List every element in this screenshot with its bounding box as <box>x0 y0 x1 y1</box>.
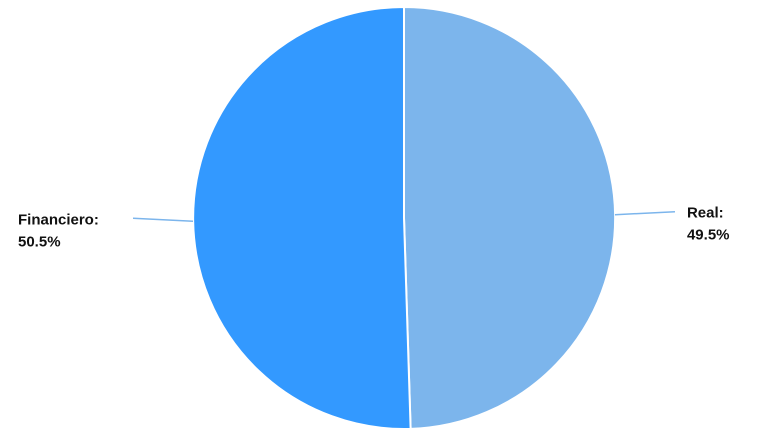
data-label-financiero: Financiero: 50.5% <box>18 211 99 250</box>
pie-slice-financiero[interactable] <box>192 6 412 430</box>
connector-lines <box>132 210 676 223</box>
data-label-name: Real: <box>687 205 724 222</box>
pie-slices <box>192 6 617 430</box>
pie-slice-real[interactable] <box>403 6 617 430</box>
data-label-real: Real: 49.5% <box>687 205 730 244</box>
data-label-value: 50.5% <box>18 233 61 250</box>
data-label-name: Financiero: <box>18 211 99 228</box>
data-label-value: 49.5% <box>687 227 730 244</box>
connector-real <box>614 210 676 216</box>
connector-financiero <box>132 217 194 223</box>
slice-labels: Real: 49.5% Financiero: 50.5% <box>18 205 730 251</box>
